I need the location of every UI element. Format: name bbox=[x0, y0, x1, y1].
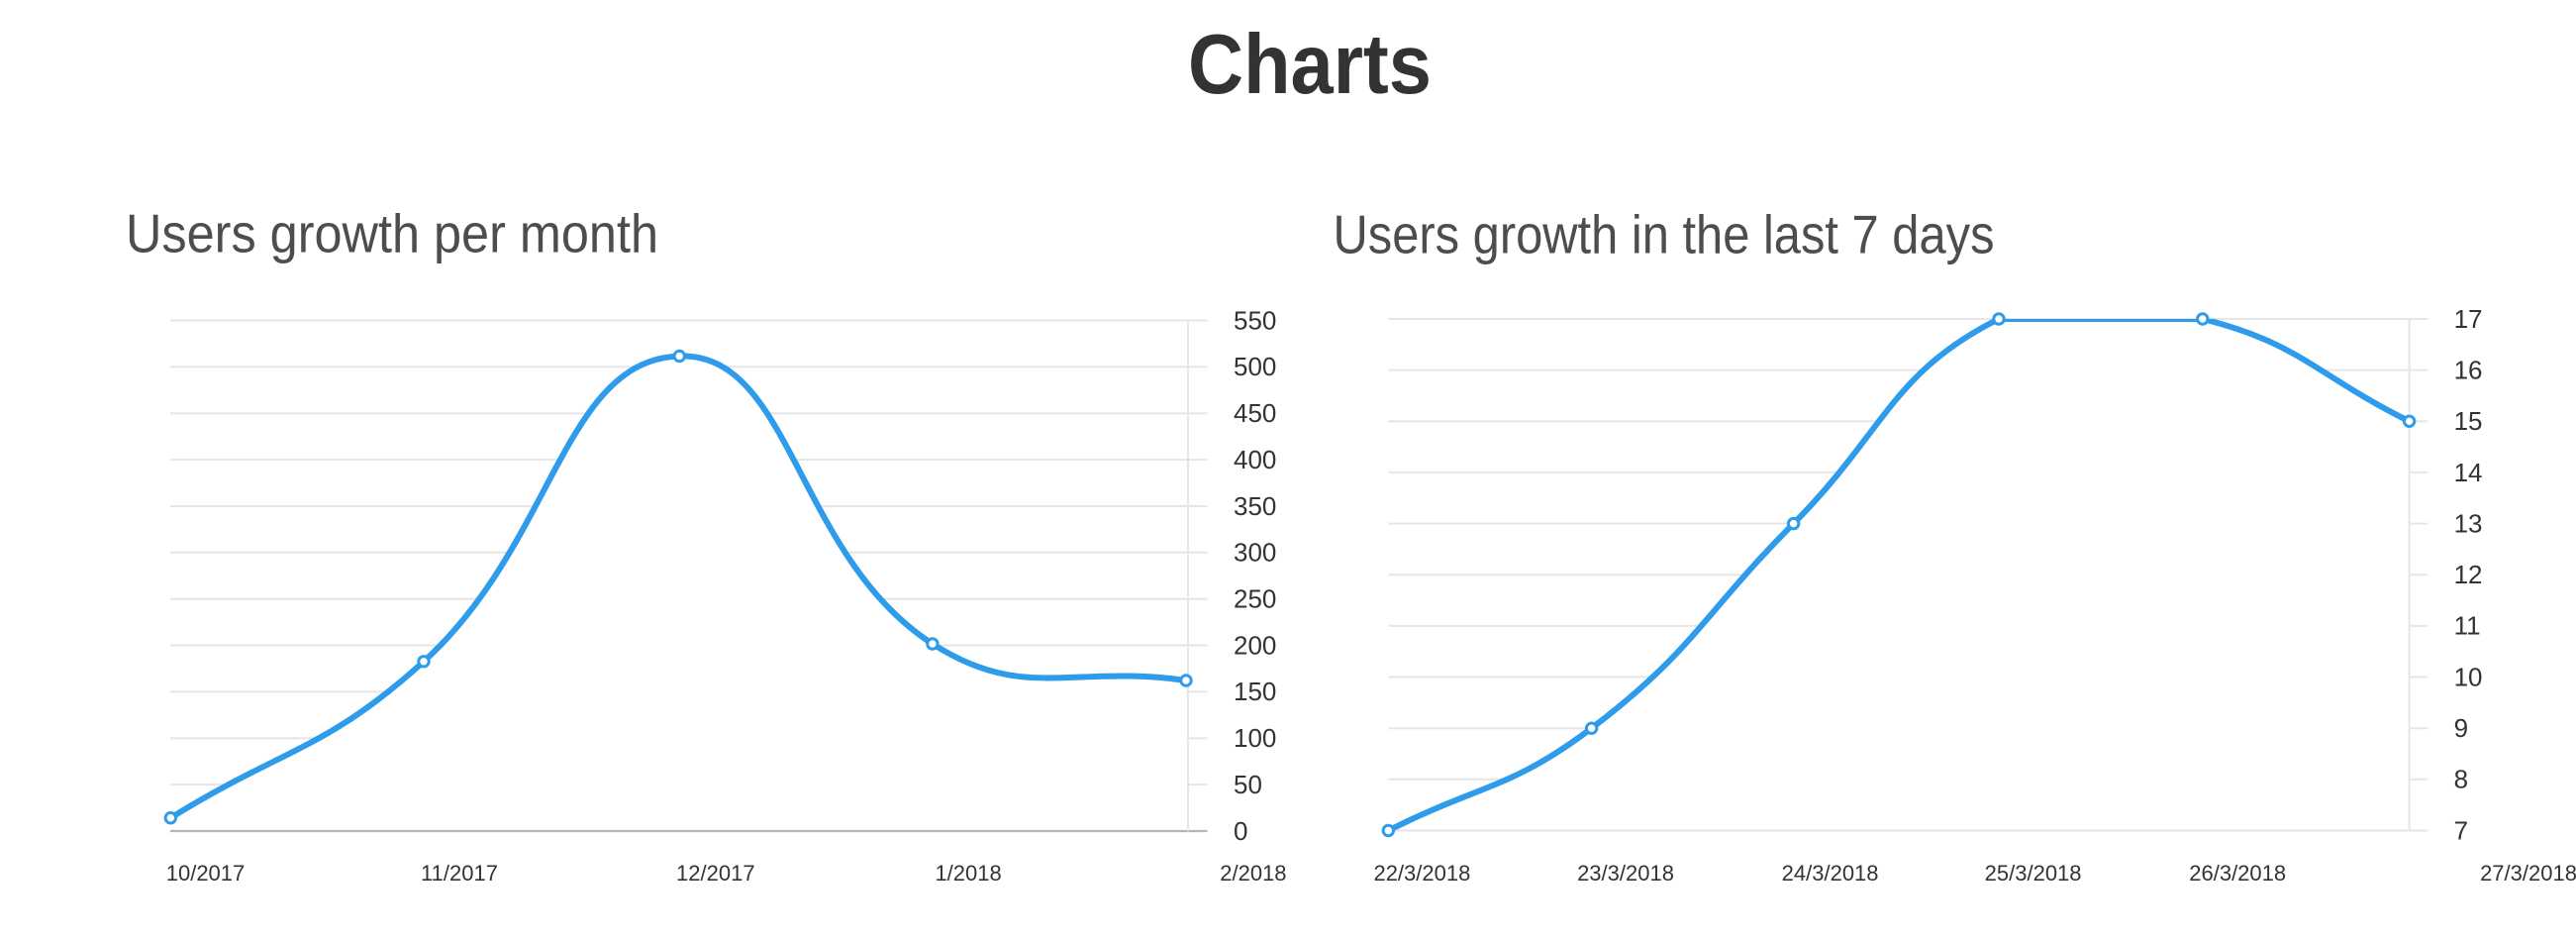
svg-text:1/2018: 1/2018 bbox=[935, 861, 1001, 886]
svg-text:350: 350 bbox=[1234, 491, 1276, 521]
svg-text:2/2018: 2/2018 bbox=[1220, 861, 1286, 886]
svg-text:12: 12 bbox=[2454, 560, 2483, 589]
svg-text:27/3/2018: 27/3/2018 bbox=[2480, 861, 2576, 886]
svg-text:7: 7 bbox=[2454, 815, 2468, 845]
svg-text:15: 15 bbox=[2454, 406, 2483, 436]
svg-text:26/3/2018: 26/3/2018 bbox=[2189, 861, 2286, 886]
svg-text:24/3/2018: 24/3/2018 bbox=[1782, 861, 1879, 886]
svg-text:10: 10 bbox=[2454, 662, 2483, 691]
svg-text:10/2017: 10/2017 bbox=[166, 861, 246, 886]
svg-text:11/2017: 11/2017 bbox=[421, 861, 498, 886]
svg-text:Charts: Charts bbox=[1188, 18, 1432, 112]
svg-text:300: 300 bbox=[1234, 538, 1276, 568]
svg-text:500: 500 bbox=[1234, 352, 1276, 381]
svg-text:9: 9 bbox=[2454, 713, 2468, 743]
svg-text:23/3/2018: 23/3/2018 bbox=[1577, 861, 1674, 886]
svg-text:12/2017: 12/2017 bbox=[676, 861, 755, 886]
svg-text:8: 8 bbox=[2454, 765, 2468, 794]
svg-text:25/3/2018: 25/3/2018 bbox=[1985, 861, 2082, 886]
svg-text:11: 11 bbox=[2454, 611, 2481, 641]
svg-text:550: 550 bbox=[1234, 305, 1276, 335]
svg-text:17: 17 bbox=[2454, 304, 2483, 334]
svg-text:100: 100 bbox=[1234, 723, 1276, 753]
svg-text:14: 14 bbox=[2454, 458, 2483, 487]
svg-text:450: 450 bbox=[1234, 398, 1276, 428]
svg-text:13: 13 bbox=[2454, 508, 2483, 538]
svg-text:Users growth per month: Users growth per month bbox=[126, 203, 658, 264]
svg-text:50: 50 bbox=[1234, 770, 1262, 799]
svg-text:400: 400 bbox=[1234, 445, 1276, 474]
svg-text:16: 16 bbox=[2454, 355, 2483, 384]
svg-text:22/3/2018: 22/3/2018 bbox=[1373, 861, 1470, 886]
svg-text:200: 200 bbox=[1234, 630, 1276, 660]
svg-text:0: 0 bbox=[1234, 816, 1247, 846]
svg-text:Users growth in the last 7 day: Users growth in the last 7 days bbox=[1334, 204, 1995, 265]
svg-text:250: 250 bbox=[1234, 584, 1276, 614]
svg-text:150: 150 bbox=[1234, 677, 1276, 706]
